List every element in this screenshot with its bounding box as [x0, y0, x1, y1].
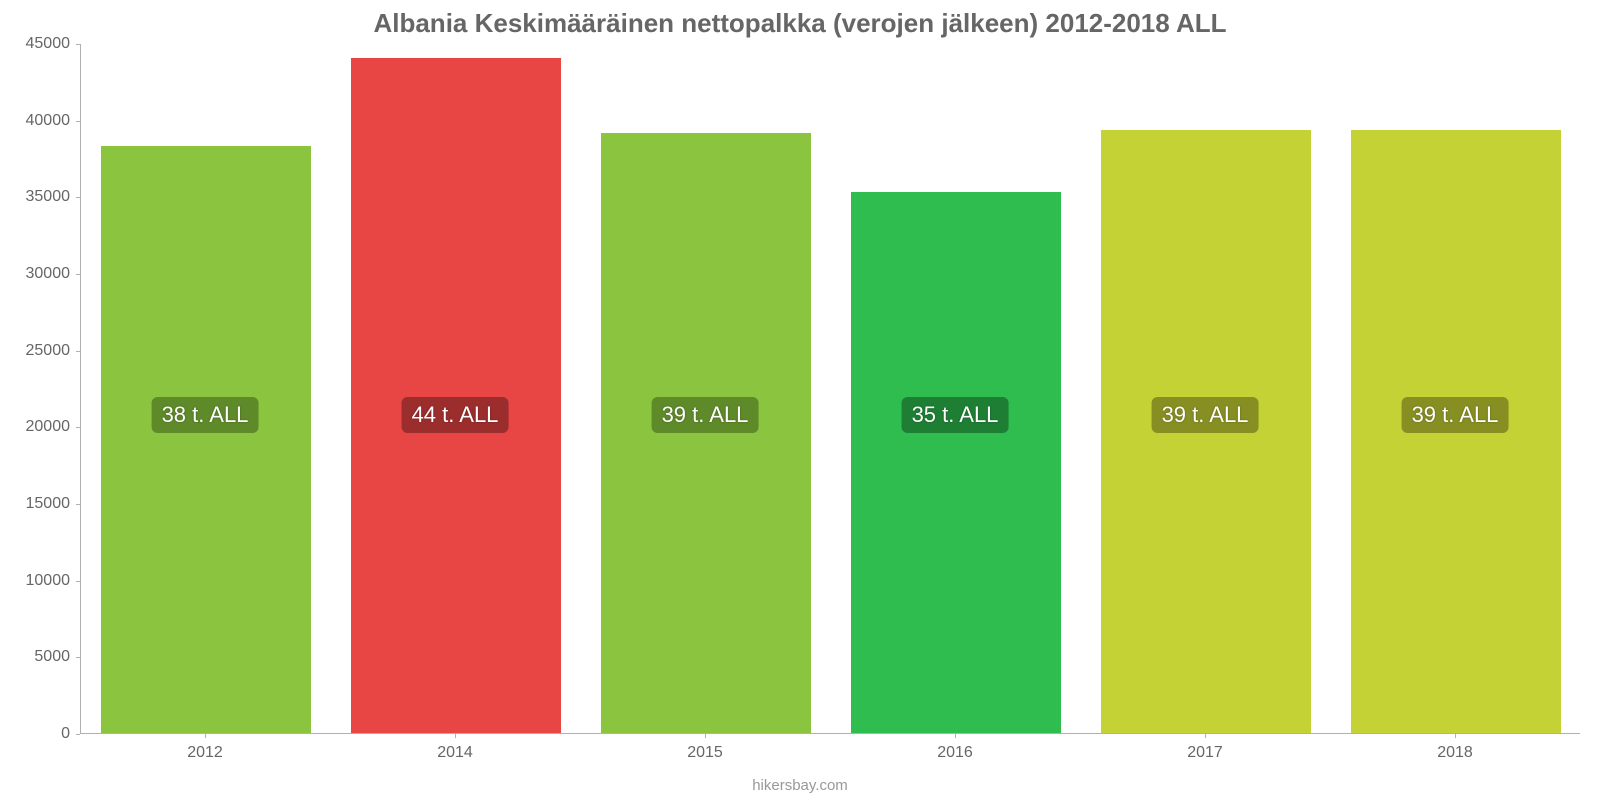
x-tick-label: 2012 [187, 744, 223, 762]
x-tick-label: 2014 [437, 744, 473, 762]
y-tick-label: 20000 [10, 418, 70, 436]
chart-footer: hikersbay.com [0, 777, 1600, 794]
x-tick-mark [1205, 734, 1206, 738]
x-tick-mark [705, 734, 706, 738]
y-tick-label: 10000 [10, 572, 70, 590]
salary-bar-chart: Albania Keskimääräinen nettopalkka (vero… [0, 0, 1600, 800]
bar [351, 58, 561, 733]
bar-value-label: 39 t. ALL [1152, 397, 1259, 433]
bar-value-label: 39 t. ALL [652, 397, 759, 433]
bar [101, 146, 311, 733]
bar [851, 192, 1061, 733]
x-tick-mark [1455, 734, 1456, 738]
chart-title: Albania Keskimääräinen nettopalkka (vero… [0, 8, 1600, 39]
y-tick-mark [76, 734, 80, 735]
x-tick-label: 2015 [687, 744, 723, 762]
bar-value-label: 44 t. ALL [402, 397, 509, 433]
plot-area [80, 44, 1580, 734]
x-tick-mark [455, 734, 456, 738]
x-tick-label: 2017 [1187, 744, 1223, 762]
x-tick-mark [955, 734, 956, 738]
y-tick-label: 30000 [10, 265, 70, 283]
y-tick-label: 5000 [10, 648, 70, 666]
y-tick-label: 25000 [10, 342, 70, 360]
y-tick-label: 35000 [10, 188, 70, 206]
y-tick-label: 0 [10, 725, 70, 743]
bar-value-label: 39 t. ALL [1402, 397, 1509, 433]
y-tick-label: 15000 [10, 495, 70, 513]
bar-value-label: 38 t. ALL [152, 397, 259, 433]
x-tick-label: 2016 [937, 744, 973, 762]
y-tick-label: 40000 [10, 112, 70, 130]
bar-value-label: 35 t. ALL [902, 397, 1009, 433]
x-tick-label: 2018 [1437, 744, 1473, 762]
y-tick-label: 45000 [10, 35, 70, 53]
x-tick-mark [205, 734, 206, 738]
bar [601, 133, 811, 733]
